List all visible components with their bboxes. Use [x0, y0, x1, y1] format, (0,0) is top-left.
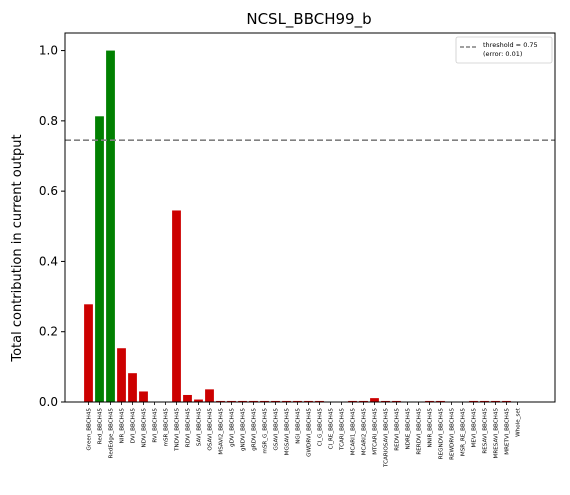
legend-error-label: (error: 0.01) — [483, 50, 522, 58]
x-tick-label: MEVI_BBCH45 — [472, 408, 478, 448]
bar — [216, 400, 225, 402]
x-tick-label: gNDVI_BBCH45 — [241, 408, 247, 451]
y-axis-label: Total contribution in current output — [10, 134, 25, 362]
bar — [491, 400, 500, 402]
bar — [271, 400, 280, 402]
x-tick-label: GSAVI_BBCH45 — [274, 408, 280, 451]
bar — [139, 391, 148, 402]
bar — [392, 400, 401, 402]
bar — [370, 398, 379, 402]
x-tick-label: RedEdge_BBCH45 — [109, 408, 115, 459]
x-tick-label: GWDRVI_BBCH45 — [307, 408, 313, 457]
x-tick-label: DVI_BBCH45 — [131, 408, 137, 444]
x-tick-label: mSR_G_BBCH45 — [263, 408, 269, 454]
x-tick-label: MCARI1_BBCH45 — [351, 408, 357, 456]
x-tick-label: REDVI_BBCH45 — [395, 408, 401, 451]
x-tick-label: NIR_BBCH45 — [120, 408, 126, 444]
x-tick-label: gDVI_BBCH45 — [230, 408, 236, 447]
axes-frame — [64, 32, 556, 403]
x-tick-label: NNIR_BBCH45 — [428, 408, 434, 448]
bar — [95, 116, 104, 402]
bar — [425, 400, 434, 402]
x-tick-label: MSR_RE_BBCH45 — [461, 408, 467, 457]
bar — [249, 400, 258, 402]
y-tick-label: 0.0 — [39, 395, 58, 409]
y-tick-label: 0.4 — [39, 254, 58, 268]
x-tick-label: MTCARI_BBCH45 — [373, 408, 379, 455]
bar — [106, 50, 115, 402]
x-tick-label: TCARI_BBCH45 — [340, 408, 346, 451]
x-tick-label: REGNDVI_BBCH45 — [439, 408, 445, 460]
bar — [381, 400, 390, 402]
y-tick-label: 0.6 — [39, 184, 58, 198]
bar — [315, 400, 324, 402]
plot-area: 0.0 0.2 0.4 0.6 0.8 1.0 Green_BBCH45 Red_BBCH45… — [39, 32, 556, 468]
x-tick-label: RVI_BBCH45 — [153, 408, 159, 443]
bar — [227, 400, 236, 402]
x-tick-label: OSAVI_BBCH45 — [208, 408, 214, 451]
bar — [172, 210, 181, 402]
bar — [194, 399, 203, 402]
x-tick-label: gRDVI_BBCH45 — [252, 408, 258, 451]
legend-threshold-label: threshold = 0.75 — [483, 41, 538, 49]
bar — [117, 348, 126, 402]
x-tick-label: CI_G_BBCH45 — [318, 408, 324, 447]
x-tick-label: CI_RE_BBCH45 — [329, 408, 335, 450]
bar — [128, 373, 137, 402]
bar — [469, 400, 478, 402]
x-tick-label: TCARIOSAVI_BBCH45 — [384, 408, 390, 468]
bar — [359, 400, 368, 402]
bar — [260, 400, 269, 402]
x-tick-label: Red_BBCH45 — [98, 408, 104, 445]
bar — [293, 400, 302, 402]
y-tick-label: 0.2 — [39, 325, 58, 339]
bar — [480, 400, 489, 402]
bar — [436, 400, 445, 402]
y-tick-label: 1.0 — [39, 44, 58, 58]
x-tick-label: MCARI2_BBCH45 — [362, 408, 368, 456]
x-tick-label: NDRE_BBCH45 — [406, 408, 412, 450]
bar — [84, 304, 93, 402]
bar — [183, 394, 192, 402]
x-tick-label: MGSAVI_BBCH45 — [285, 408, 291, 456]
x-tick-label: RDVI_BBCH45 — [186, 408, 192, 448]
x-tick-label: RERDVI_BBCH45 — [417, 408, 423, 455]
legend-box — [455, 36, 553, 64]
bar — [205, 389, 214, 402]
x-tick-label: MSAVI2_BBCH45 — [219, 408, 225, 455]
chart-title: NCSL_BBCH99_b — [246, 10, 371, 29]
x-tick-label: Whole_set — [516, 407, 522, 437]
x-tick-label: REWDRVI_BBCH45 — [450, 408, 456, 460]
y-tick-label: 0.8 — [39, 114, 58, 128]
bar — [348, 400, 357, 402]
x-tick-label: MRETVI_BBCH45 — [505, 408, 511, 455]
bar — [304, 400, 313, 402]
x-tick-label: SAVI_BBCH45 — [197, 408, 203, 447]
x-tick-label: mSR_BBCH45 — [164, 408, 170, 447]
x-tick-label: RESAVI_BBCH45 — [483, 408, 489, 454]
x-tick-label: NGI_BBCH45 — [296, 408, 302, 444]
x-tick-label: Green_BBCH45 — [87, 408, 93, 451]
x-tick-label: MRESAVI_BBCH45 — [494, 408, 500, 459]
bar — [238, 400, 247, 402]
legend: threshold = 0.75 (error: 0.01) — [455, 36, 553, 64]
x-tick-label: TNDVI_BBCH45 — [175, 408, 181, 452]
x-tick-label: NDVI_BBCH45 — [142, 408, 148, 448]
bar — [282, 400, 291, 402]
bar — [502, 400, 511, 402]
